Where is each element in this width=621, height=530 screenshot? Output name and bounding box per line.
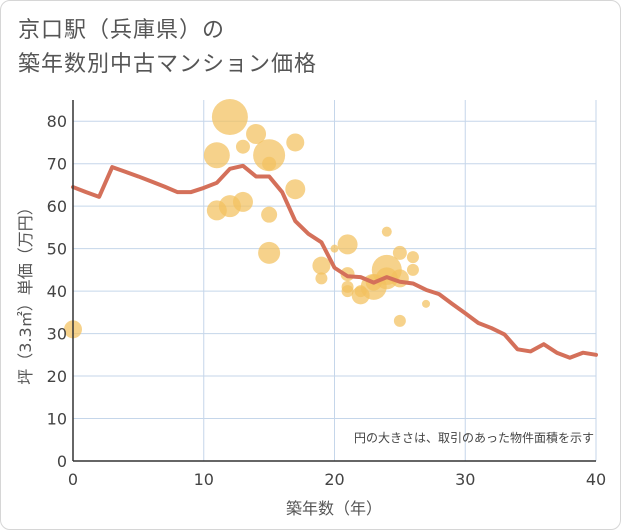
y-tick-label: 80 [47,112,67,131]
trend-series [71,163,598,360]
bubble-point [286,133,305,152]
bubble-point [262,156,277,171]
y-tick-label: 50 [47,240,67,259]
bubble-point [312,256,331,275]
x-tick-label: 30 [455,470,475,489]
bubble-point [315,272,328,285]
grid-lines [73,100,597,461]
x-tick-label: 10 [194,470,214,489]
bubble-point [235,139,250,154]
title-line-1: 京口駅（兵庫県）の [18,18,226,43]
x-axis-label: 築年数（年） [286,499,382,518]
y-tick-label: 10 [47,410,67,429]
y-tick-label: 30 [47,325,67,344]
bubble-series [64,98,431,339]
bubble-point [203,142,230,169]
bubble-point [406,251,419,264]
tick-labels: 0 10 20 30 40 0 10 20 30 40 50 60 70 80 [47,112,607,489]
y-tick-label: 0 [57,452,67,471]
size-annotation: 円の大きさは、取引のあった物件面積を示す [354,430,594,445]
bubble-point [381,226,392,237]
bubble-point [406,263,419,276]
bubble-point [253,139,286,172]
bubble-point [330,244,339,253]
bubble-point [258,241,281,264]
bubble-point [232,191,253,212]
bubble-point [246,123,267,144]
x-tick-label: 20 [324,470,344,489]
bubble-point [392,245,407,260]
bubble-point [285,179,306,200]
bubble-point [422,299,431,308]
x-tick-label: 0 [68,470,78,489]
bubble-point [337,234,358,255]
x-tick-label: 40 [586,470,606,489]
y-tick-label: 60 [47,197,67,216]
y-tick-label: 40 [47,282,67,301]
title-line-2: 築年数別中古マンション価格 [18,52,318,77]
axes [72,100,596,462]
bubble-point [211,98,248,135]
y-axis-label: 坪（3.3㎡）単価（万円） [16,199,35,384]
bubble-point [393,314,406,327]
bubble-point [261,206,278,223]
trend-line [71,163,598,360]
bubble-point [341,285,354,298]
chart-title: 京口駅（兵庫県）の 築年数別中古マンション価格 [18,14,317,82]
y-tick-label: 70 [47,155,67,174]
y-tick-label: 20 [47,367,67,386]
